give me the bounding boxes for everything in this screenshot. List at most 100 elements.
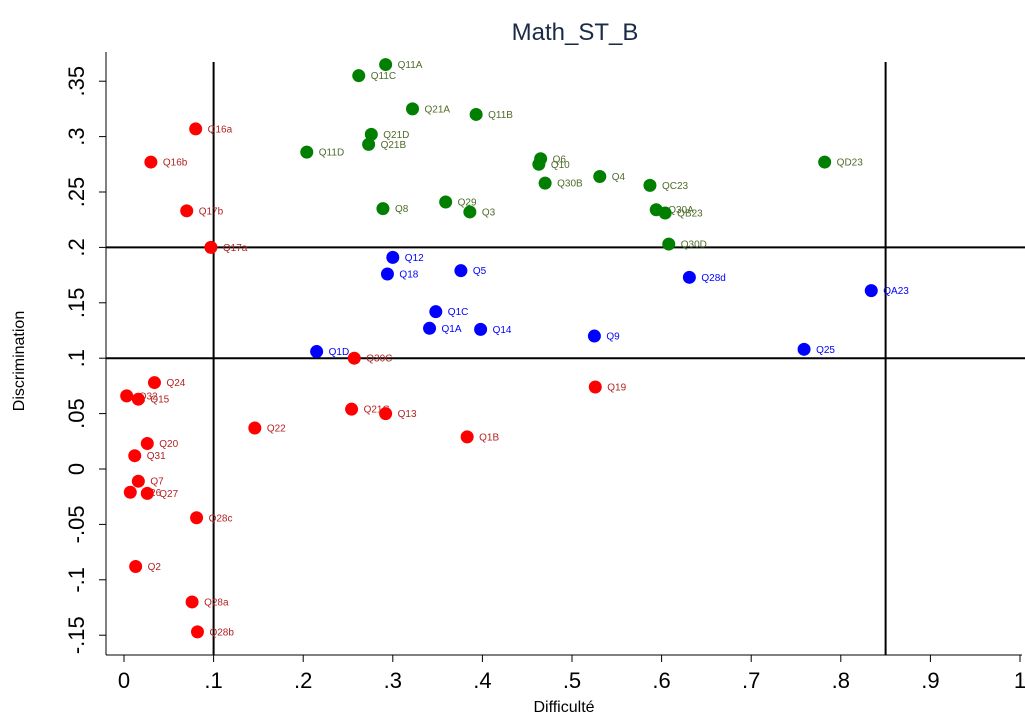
- y-tick-label: .05: [64, 398, 89, 429]
- data-point-red: [132, 393, 145, 406]
- y-axis-title: Discrimination: [11, 311, 28, 411]
- point-label: Q27: [159, 489, 178, 500]
- y-tick-label: 0: [64, 463, 89, 475]
- data-point-green: [362, 138, 375, 151]
- data-point-red: [144, 156, 157, 169]
- data-point-red: [132, 475, 145, 488]
- point-label: Q21B: [381, 140, 407, 151]
- x-tick-label: .4: [473, 668, 491, 693]
- x-tick-label: .3: [384, 668, 402, 693]
- data-point-red: [379, 407, 392, 420]
- data-point-green: [593, 170, 606, 183]
- point-label: Q11A: [398, 60, 423, 71]
- data-point-green: [406, 102, 419, 115]
- y-tick-label: .2: [64, 238, 89, 256]
- point-label: Q24: [166, 378, 185, 389]
- x-tick-label: 0: [118, 668, 130, 693]
- reference-lines: [106, 62, 1025, 655]
- y-tick-label: .35: [64, 66, 89, 97]
- point-label: Q11B: [488, 110, 513, 121]
- data-point-green: [470, 108, 483, 121]
- data-point-red: [120, 389, 133, 402]
- point-label: Q28b: [209, 627, 234, 638]
- x-tick-label: .5: [563, 668, 581, 693]
- data-point-green: [463, 205, 476, 218]
- point-label: Q13: [398, 409, 417, 420]
- data-point-green: [379, 58, 392, 71]
- data-point-green: [662, 238, 675, 251]
- x-axis: 0 .1 .2 .3 .4 .5 .6 .7 .8 .9 1: [118, 655, 1025, 693]
- data-point-blue: [588, 330, 601, 343]
- data-point-red: [141, 487, 154, 500]
- point-label: QA23: [883, 286, 909, 297]
- data-point-green: [818, 156, 831, 169]
- data-point-green: [532, 158, 545, 171]
- point-label: QD23: [837, 158, 864, 169]
- data-point-green: [539, 177, 552, 190]
- data-point-red: [204, 241, 217, 254]
- data-point-red: [141, 437, 154, 450]
- chart-title: Math_ST_B: [512, 19, 639, 46]
- data-point-green: [300, 146, 313, 159]
- data-point-blue: [454, 264, 467, 277]
- point-label: QB23: [677, 209, 703, 220]
- point-label: Q21A: [425, 104, 451, 115]
- x-axis-title: Difficulté: [533, 699, 594, 716]
- y-axis: -.15 -.1 -.05 0 .05 .1 .15 .2 .25 .3 .35: [64, 66, 106, 654]
- point-label: Q28c: [209, 513, 233, 524]
- point-label: Q30C: [366, 354, 392, 365]
- point-label: Q18: [399, 269, 418, 280]
- data-point-red: [129, 560, 142, 573]
- y-tick-label: -.1: [64, 567, 89, 593]
- point-label: Q14: [493, 325, 512, 336]
- point-label: Q10: [551, 160, 570, 171]
- x-tick-label: .8: [832, 668, 850, 693]
- point-label: Q28a: [204, 597, 229, 608]
- point-label: Q31: [147, 451, 166, 462]
- point-label: Q16a: [208, 124, 233, 135]
- data-point-blue: [310, 345, 323, 358]
- point-label: Q25: [816, 345, 835, 356]
- point-label: Q3: [482, 207, 496, 218]
- point-label: Q30D: [681, 240, 707, 251]
- data-point-red: [191, 625, 204, 638]
- x-tick-label: 1: [1014, 668, 1025, 693]
- data-point-red: [148, 376, 161, 389]
- point-label: Q9: [606, 332, 620, 343]
- point-label: Q15: [150, 395, 169, 406]
- point-label: Q28d: [701, 273, 725, 284]
- point-label: Q4: [612, 172, 626, 183]
- y-tick-label: -.05: [64, 505, 89, 543]
- data-point-red: [345, 403, 358, 416]
- data-point-green: [659, 207, 672, 220]
- x-tick-label: .1: [204, 668, 222, 693]
- data-point-green: [643, 179, 656, 192]
- point-label: Q30B: [557, 179, 583, 190]
- point-label: Q17a: [223, 243, 248, 254]
- data-point-blue: [474, 323, 487, 336]
- data-point-green: [439, 195, 452, 208]
- y-tick-label: -.15: [64, 616, 89, 654]
- point-label: Q11C: [371, 71, 396, 82]
- data-point-green: [376, 202, 389, 215]
- point-label: Q12: [405, 253, 424, 264]
- point-label: Q2: [148, 562, 162, 573]
- point-label: Q17b: [199, 206, 224, 217]
- x-tick-label: .7: [742, 668, 760, 693]
- data-point-red: [128, 449, 141, 462]
- data-point-blue: [798, 343, 811, 356]
- y-tick-label: .15: [64, 288, 89, 319]
- point-label: Q7: [150, 477, 164, 488]
- data-point-red: [186, 595, 199, 608]
- point-label: Q1B: [479, 432, 499, 443]
- point-label: Q22: [267, 424, 286, 435]
- data-point-blue: [423, 322, 436, 335]
- data-point-blue: [386, 251, 399, 264]
- point-label: Q5: [473, 266, 487, 277]
- point-label: Q8: [395, 204, 409, 215]
- point-label: Q1C: [448, 307, 469, 318]
- x-tick-label: .2: [294, 668, 312, 693]
- data-point-red: [190, 511, 203, 524]
